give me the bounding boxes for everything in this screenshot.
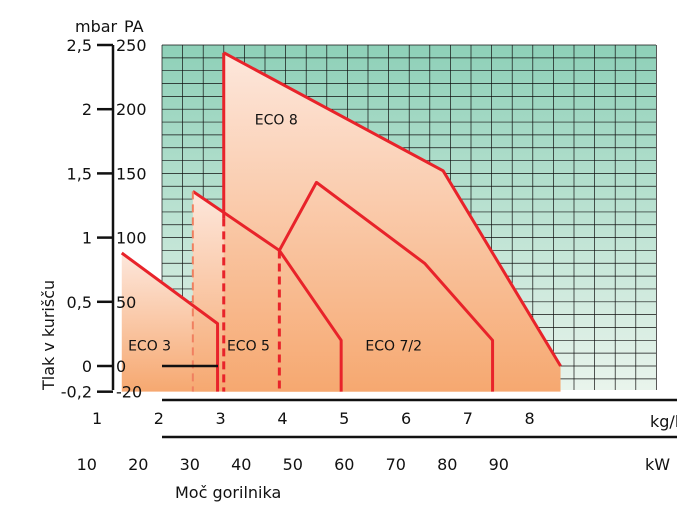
x-tick-label-kg: 1 — [92, 409, 102, 428]
y-tick-label-pa: 50 — [116, 293, 136, 312]
boundary-lines — [120, 51, 562, 392]
y-tick-label-mbar: 1,5 — [67, 164, 92, 183]
y-tick-label-mbar: -0,2 — [61, 383, 92, 402]
y-tick-label-pa: 0 — [116, 357, 126, 376]
x-tick-label-kw: 10 — [77, 455, 97, 474]
y-unit-mbar: mbar — [75, 17, 118, 36]
boundary-eco-8 — [223, 51, 562, 367]
y-tick-label-pa: 150 — [116, 164, 147, 183]
series-label-eco-3: ECO 3 — [128, 339, 171, 355]
boundary-eco-3 — [120, 251, 220, 392]
x-tick-label-kg: 6 — [401, 409, 411, 428]
boundary-eco-5 — [191, 190, 343, 392]
y-tick-label-mbar: 1 — [82, 229, 92, 248]
dashed-markers — [191, 191, 281, 392]
x-tick-label-kg: 8 — [525, 409, 535, 428]
y-tick-label-pa: 100 — [116, 229, 147, 248]
x-tick-label-kw: 90 — [489, 455, 509, 474]
series-label-eco-8: ECO 8 — [255, 113, 298, 129]
y-tick-label-mbar: 0 — [82, 357, 92, 376]
y-ticks: 2,5 250 2 200 1,5 150 1 100 0,5 50 0 0 -0,2 -20 — [61, 36, 147, 402]
series-label-eco-7-2: ECO 7/2 — [365, 339, 422, 355]
series-labels: ECO 3 ECO 5 ECO 7/2 ECO 8 — [128, 113, 422, 355]
x-tick-label-kw: 80 — [437, 455, 457, 474]
operating-areas — [121, 52, 561, 392]
y-axis-title: Tlak v kurišču — [39, 280, 58, 391]
x-unit-kw: kW — [645, 455, 670, 474]
y-tick-label-mbar: 2,5 — [67, 36, 92, 55]
x-tick-label-kg: 2 — [154, 409, 164, 428]
y-tick-label-pa: -20 — [116, 383, 142, 402]
x-tick-label-kw: 50 — [283, 455, 303, 474]
x-unit-kg: kg/h — [650, 412, 677, 431]
x-tick-label-kw: 70 — [386, 455, 406, 474]
y-tick-label-pa: 200 — [116, 100, 147, 119]
x-axis-title: Moč gorilnika — [175, 483, 281, 502]
y-unit-pa: PA — [124, 17, 144, 36]
series-label-eco-5: ECO 5 — [227, 339, 270, 355]
boundary-eco-7-2 — [278, 180, 495, 392]
y-tick-label-mbar: 2 — [82, 100, 92, 119]
x-tick-label-kg: 4 — [277, 409, 287, 428]
x-tick-label-kw: 60 — [334, 455, 354, 474]
y-tick-label-pa: 250 — [116, 36, 147, 55]
x-tick-label-kg: 5 — [339, 409, 349, 428]
y-tick-label-mbar: 0,5 — [67, 293, 92, 312]
x-tick-label-kw: 20 — [128, 455, 148, 474]
x-tick-label-kw: 40 — [231, 455, 251, 474]
x-tick-label-kg: 7 — [463, 409, 473, 428]
x-ticks: 1 2 3 4 5 6 7 8 10 20 30 40 50 60 70 80 90 — [77, 409, 535, 474]
x-tick-label-kw: 30 — [180, 455, 200, 474]
area-eco8 — [223, 52, 561, 392]
x-tick-label-kg: 3 — [216, 409, 226, 428]
